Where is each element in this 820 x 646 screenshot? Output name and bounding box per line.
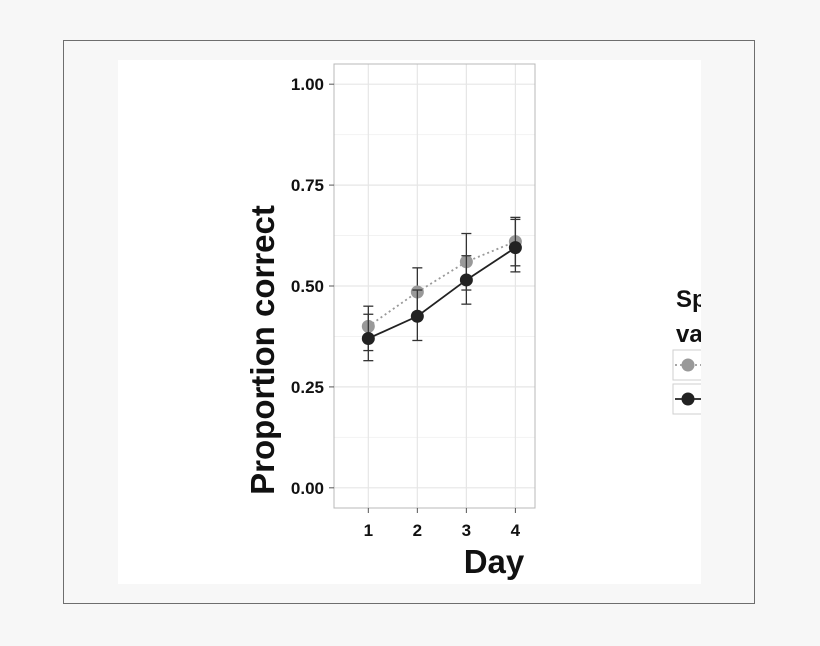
x-tick-label: 1 — [364, 521, 373, 540]
legend[interactable]: Speaker variability V–V+ — [672, 286, 701, 415]
x-axis-title: Day — [464, 543, 525, 580]
y-tick-label: 0.00 — [291, 479, 324, 498]
series-v-plus — [361, 216, 522, 362]
line-chart: 0.00 0.25 0.50 0.75 1.00 1 2 3 4 Proportion corr… — [244, 63, 701, 580]
legend-key-marker — [681, 392, 695, 406]
grid — [334, 64, 535, 508]
series-line — [367, 246, 516, 340]
legend-key-marker — [681, 358, 695, 372]
x-tick-label: 2 — [413, 521, 422, 540]
legend-title-line-1: Speaker — [676, 286, 701, 313]
legend-key-v-plus: V+ — [672, 383, 701, 415]
y-tick-label: 0.75 — [291, 176, 324, 195]
legend-keys: V–V+ — [672, 349, 701, 415]
series-line — [367, 240, 516, 328]
y-axis-title: Proportion correct — [244, 205, 281, 495]
data-point — [410, 309, 424, 323]
y-tick-label: 0.25 — [291, 378, 324, 397]
series — [361, 216, 522, 362]
x-tick-label: 4 — [511, 521, 521, 540]
x-tick-label: 3 — [462, 521, 471, 540]
data-point — [459, 273, 473, 287]
y-tick-label: 0.50 — [291, 277, 324, 296]
axes: 0.00 0.25 0.50 0.75 1.00 1 2 3 4 — [291, 75, 521, 540]
data-point — [508, 241, 522, 255]
figure-canvas: 0.00 0.25 0.50 0.75 1.00 1 2 3 4 Proportion corr… — [118, 60, 701, 584]
legend-title-line-2: variability — [676, 321, 701, 348]
y-tick-label: 1.00 — [291, 75, 324, 94]
legend-key-v-minus: V– — [672, 349, 701, 381]
data-point — [361, 331, 375, 345]
